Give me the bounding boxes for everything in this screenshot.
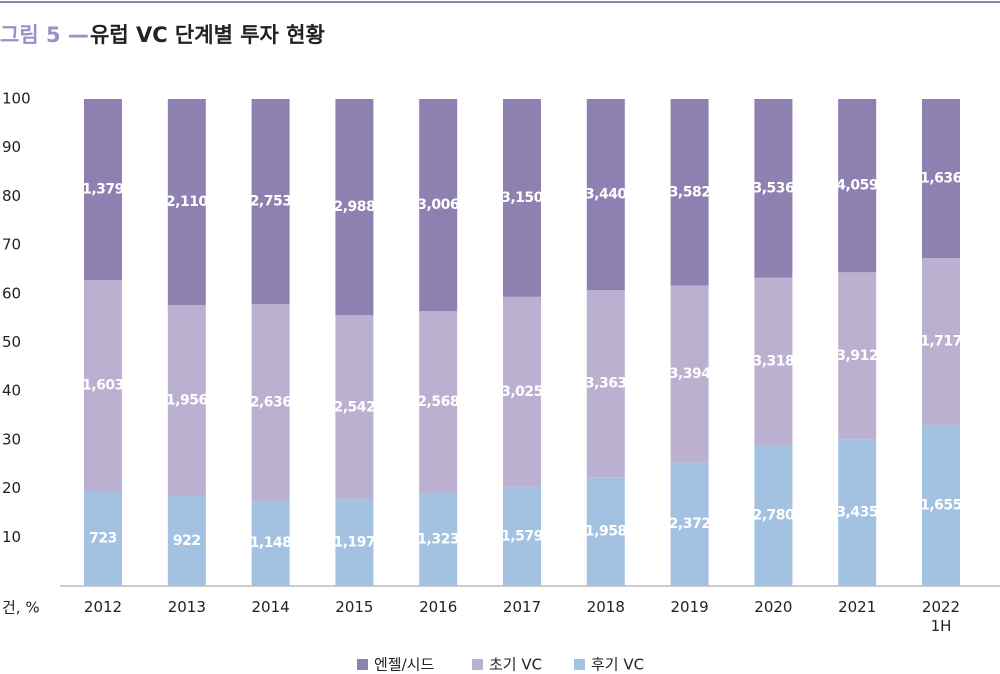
bar-segment [754,99,793,278]
data-label: 3,006 [417,197,459,213]
y-tick-label: 60 [2,284,21,302]
y-tick-label: 100 [2,90,31,108]
bar-segment [335,315,374,500]
x-tick-label: 2019 [670,598,709,616]
x-tick-label: 2012 [83,598,123,616]
data-label: 1,603 [82,378,124,394]
data-label: 4,059 [836,178,878,194]
data-label: 3,025 [501,384,543,400]
bar-segment [838,439,877,586]
data-label: 3,912 [836,348,878,364]
data-label: 1,717 [920,334,962,350]
data-label: 2,636 [250,394,292,410]
data-label: 3,582 [669,184,711,200]
bar-segment [419,99,458,312]
legend-swatch [472,659,483,670]
data-label: 2,780 [753,508,796,524]
data-label: 1,958 [585,524,627,540]
bar-segment [670,99,709,286]
data-label: 2,110 [166,194,209,210]
legend-swatch [574,659,585,670]
data-label: 3,150 [501,190,544,206]
bar-segment [922,425,960,586]
data-label: 1,379 [82,182,124,198]
bar-segment [419,492,458,586]
data-label: 1,655 [920,498,962,514]
y-tick-label: 90 [2,138,21,156]
bar-segment [586,477,625,586]
bar-segment [670,462,709,586]
data-label: 3,536 [753,180,795,196]
x-tick-label: 2022 1H [921,598,961,635]
x-tick-label: 2016 [419,598,458,616]
y-tick-label: 30 [2,430,21,448]
bar-segment [754,445,793,586]
data-label: 2,753 [250,194,292,210]
bar-segment [503,296,541,487]
legend-label: 엔젤/시드 [374,656,434,674]
data-label: 2,988 [334,199,376,215]
bar-segment [167,305,206,496]
data-label: 3,318 [753,354,795,370]
bar-segment [838,272,877,440]
bar-segment [922,258,960,426]
data-label: 3,435 [836,505,878,521]
chart-title: 유럽 VC 단계별 투자 현황 [90,23,325,47]
data-label: 1,636 [920,171,962,187]
bar-segment [670,285,709,463]
data-label: 723 [89,530,117,546]
bar-segment [503,486,541,586]
bar-segment [167,495,206,586]
bar-segment [251,500,290,586]
x-tick-label: 2014 [251,598,290,616]
bar-segment [84,280,122,491]
y-axis-label: 건, % [2,599,40,617]
y-tick-label: 20 [2,479,21,497]
y-tick-label: 80 [2,187,21,205]
x-tick-label: 2013 [167,598,206,616]
y-tick-label: 70 [2,236,21,254]
data-label: 2,542 [334,399,376,415]
y-tick-label: 10 [2,528,21,546]
bar-segment [251,304,290,501]
data-label: 2,568 [417,394,459,410]
bar-segment [586,99,625,291]
legend-label: 초기 VC [489,656,542,674]
data-label: 922 [173,533,201,549]
figure-label: 그림 5 — [0,23,89,47]
data-label: 1,956 [166,392,208,408]
data-label: 3,440 [585,187,628,203]
data-label: 1,579 [501,528,543,544]
bar-segment [838,99,877,273]
bar-segment [586,290,625,478]
x-tick-label: 2021 [838,598,877,616]
y-tick-label: 40 [2,382,21,400]
legend-swatch [357,659,368,670]
bar-segment [251,99,290,305]
data-label: 2,372 [669,516,711,532]
data-label: 1,148 [250,535,292,551]
legend-label: 후기 VC [591,656,644,674]
bar-segment [335,99,374,316]
bar-segment [754,277,793,446]
x-tick-label: 2015 [335,598,374,616]
bar-segment [419,311,458,493]
bar-segment [922,99,960,259]
bar-segment [503,99,541,297]
y-tick-label: 50 [2,333,21,351]
bar-segment [335,499,374,586]
bar-segment [84,99,122,281]
data-label: 3,394 [669,366,712,382]
data-label: 1,197 [334,535,376,551]
bar-segment [84,490,122,586]
bar-segment [167,99,206,306]
x-tick-label: 2018 [586,598,625,616]
x-tick-label: 2020 [754,598,793,616]
data-label: 1,323 [417,531,459,547]
data-label: 3,363 [585,376,627,392]
x-tick-label: 2017 [502,598,542,616]
